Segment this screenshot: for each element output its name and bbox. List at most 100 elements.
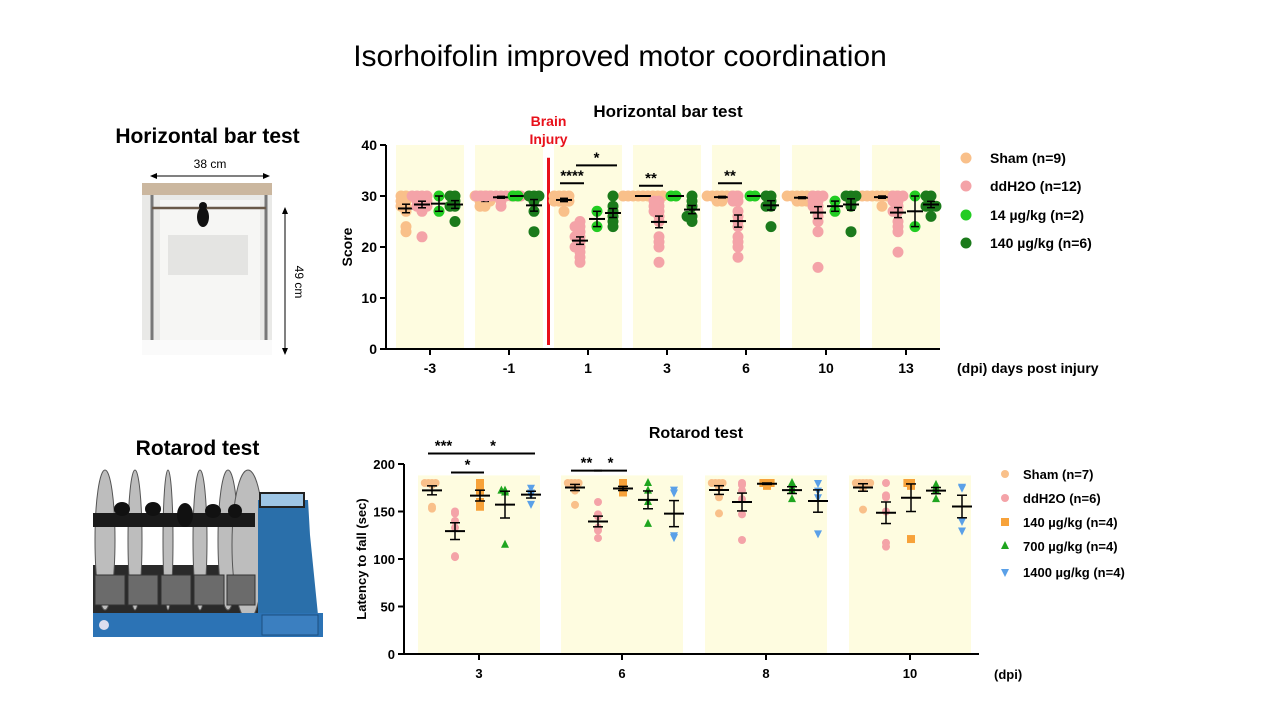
data-point: [533, 190, 545, 202]
data-point: [892, 226, 904, 238]
series-2: [431, 190, 923, 233]
data-point: [421, 200, 433, 212]
data-point: [501, 539, 509, 548]
data-point: [548, 195, 560, 207]
x-tick-label: 1: [584, 360, 592, 376]
data-point: [932, 494, 940, 503]
data-point: [812, 261, 824, 273]
chart-title: Rotarod test: [649, 425, 744, 442]
rotarod-screen: [259, 492, 305, 508]
data-point: [887, 205, 899, 217]
data-point: [882, 479, 890, 487]
category-band: [554, 145, 622, 349]
y-tick-label: 30: [361, 188, 377, 204]
slide-title: Isorhoifolin improved motor coordination: [353, 40, 887, 73]
data-point: [930, 200, 942, 212]
data-point: [569, 241, 581, 253]
data-point: [569, 231, 581, 243]
significance-label: ****: [560, 167, 584, 184]
significance-label: *: [490, 438, 496, 455]
mouse-icons: [114, 502, 242, 527]
legend-label: Sham (n=9): [990, 150, 1066, 166]
rotarod-section-label: Rotarod test: [135, 437, 260, 460]
y-tick-label: 0: [369, 341, 377, 357]
data-point: [449, 216, 461, 227]
y-tick-label: 150: [373, 505, 395, 520]
category-band: [792, 145, 860, 349]
significance-label: *: [594, 149, 600, 166]
data-point: [428, 480, 436, 489]
rotarod-control-unit: [258, 500, 318, 615]
series-3: [444, 190, 942, 238]
data-point: [527, 484, 535, 493]
x-tick-label: 3: [663, 360, 671, 376]
legend-label: 140 µg/kg (n=6): [990, 235, 1092, 251]
data-point: [670, 489, 678, 498]
y-tick-label: 200: [373, 457, 395, 472]
data-point: [619, 479, 627, 487]
data-point: [812, 226, 824, 238]
data-point: [882, 542, 890, 551]
data-point: [619, 488, 627, 497]
data-point: [607, 190, 619, 202]
legend-marker: [1001, 569, 1009, 577]
x-axis-label: (dpi): [994, 667, 1022, 682]
data-point: [738, 510, 746, 519]
data-point: [395, 200, 407, 212]
series-3: [495, 478, 946, 548]
width-arrow: [150, 173, 270, 179]
data-point: [428, 504, 436, 513]
y-axis-label: Score: [339, 227, 355, 266]
legend-marker: [1001, 518, 1009, 526]
legend-label: ddH2O (n=12): [990, 178, 1081, 194]
legend-label: 140 µg/kg (n=4): [1023, 515, 1118, 530]
data-point: [594, 534, 602, 543]
x-tick-label: 6: [618, 666, 625, 681]
series-4: [521, 480, 972, 543]
data-point: [732, 241, 744, 253]
data-point: [892, 246, 904, 258]
category-band: [712, 145, 780, 349]
data-point: [817, 190, 829, 202]
legend-label: 700 µg/kg (n=4): [1023, 539, 1118, 554]
legend-marker: [960, 237, 972, 249]
x-axis-label: (dpi) days post injury: [957, 360, 1099, 376]
data-point: [476, 502, 484, 511]
data-point: [887, 195, 899, 207]
data-point: [707, 479, 716, 487]
legend-label: Sham (n=7): [1023, 467, 1093, 482]
data-point: [653, 241, 665, 253]
y-tick-label: 0: [388, 647, 395, 662]
x-tick-label: -3: [424, 360, 437, 376]
data-point: [644, 478, 652, 486]
data-point: [765, 221, 777, 233]
data-point: [727, 190, 739, 202]
legend-marker: [1001, 470, 1009, 478]
data-point: [594, 498, 602, 506]
data-point: [416, 231, 428, 243]
chart-1: Rotarod test 0 50 100 150 200 3 6 8 10 Latency to …: [354, 425, 1125, 682]
data-point: [451, 509, 459, 518]
data-point: [686, 216, 698, 227]
legend-marker: [960, 180, 972, 192]
significance-label: *: [465, 457, 471, 474]
data-point: [814, 480, 822, 488]
data-point: [760, 190, 772, 202]
x-tick-label: 8: [762, 666, 769, 681]
data-point: [788, 494, 796, 503]
legend-label: ddH2O (n=6): [1023, 491, 1101, 506]
category-band: [705, 475, 827, 654]
category-band: [561, 475, 683, 654]
data-point: [715, 493, 723, 502]
data-point: [594, 526, 602, 535]
x-tick-label: 10: [903, 666, 917, 681]
category-band: [475, 145, 543, 349]
data-point: [732, 251, 744, 263]
data-point: [569, 221, 581, 233]
y-tick-label: 40: [361, 137, 377, 153]
series-2: [470, 479, 921, 544]
data-point: [574, 256, 586, 268]
data-point: [670, 532, 678, 541]
y-axis-label: Latency to fall (sec): [354, 498, 369, 619]
